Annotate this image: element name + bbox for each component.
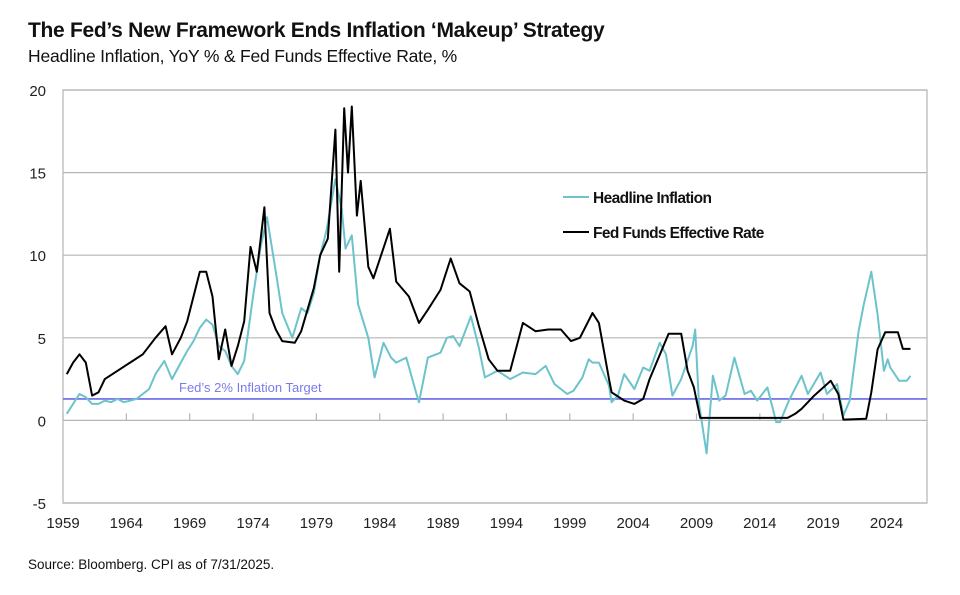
x-tick-label: 1964 (110, 515, 143, 532)
x-tick-label: 1959 (46, 515, 79, 532)
series-line-fed-funds-rate (65, 105, 911, 421)
y-tick-label: 10 (29, 248, 46, 265)
x-tick-label: 1969 (173, 515, 206, 532)
y-tick-label: 5 (38, 331, 46, 348)
chart-title: The Fed’s New Framework Ends Inflation ‘… (28, 19, 605, 42)
y-tick-label: 0 (38, 413, 46, 430)
source-note: Source: Bloomberg. CPI as of 7/31/2025. (28, 557, 275, 572)
x-tick-label: 1979 (300, 515, 333, 532)
y-tick-label: 15 (29, 166, 46, 183)
x-tick-label: 1984 (363, 515, 396, 532)
x-tick-label: 2019 (807, 515, 840, 532)
x-tick-label: 1999 (553, 515, 586, 532)
plot-border (62, 89, 928, 504)
series-line-headline-inflation (65, 178, 912, 455)
chart-subtitle: Headline Inflation, YoY % & Fed Funds Ef… (28, 46, 458, 66)
x-tick-label: 1989 (426, 515, 459, 532)
x-tick-label: 2009 (680, 515, 713, 532)
x-tick-label: 1974 (236, 515, 269, 532)
target-label: Fed’s 2% Inflation Target (179, 380, 322, 395)
x-tick-label: 2024 (870, 515, 903, 532)
x-tick-label: 2004 (616, 515, 649, 532)
x-tick-label: 2014 (743, 515, 776, 532)
legend-label: Fed Funds Effective Rate (593, 225, 765, 242)
y-tick-label: -5 (33, 496, 46, 513)
y-tick-label: 20 (29, 83, 46, 100)
legend-label: Headline Inflation (593, 190, 712, 207)
x-tick-label: 1994 (490, 515, 523, 532)
